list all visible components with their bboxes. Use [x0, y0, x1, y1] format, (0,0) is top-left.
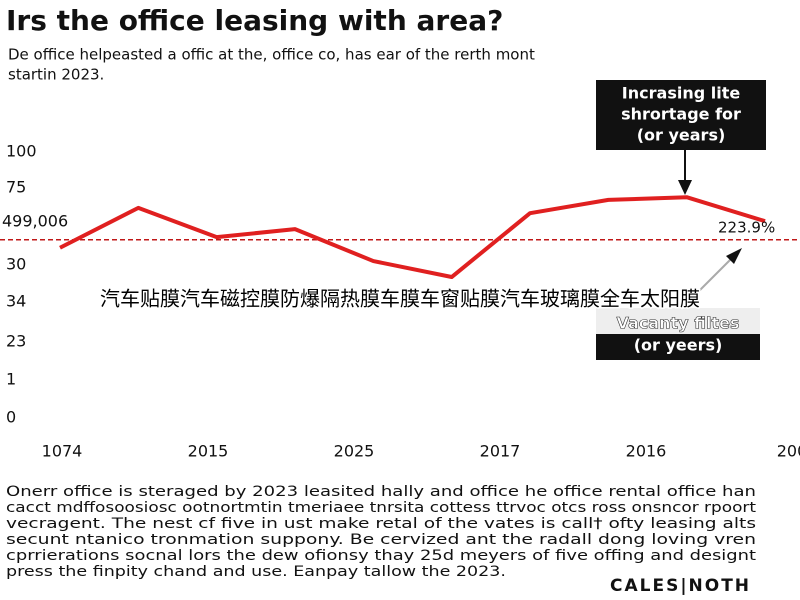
- x-tick-label: 2016: [626, 442, 667, 461]
- chart-title: Irs the office leasing with area?: [6, 4, 503, 37]
- y-tick-label: 23: [6, 332, 26, 351]
- footer-text: press the finpity chand and use. Eanpay …: [6, 564, 506, 580]
- watermark: 汽车贴膜汽车磁控膜防爆隔热膜车膜车窗贴膜汽车玻璃膜全车太阳膜: [100, 287, 700, 311]
- annotation-text: (or years): [637, 126, 726, 145]
- x-tick-label: 1074: [42, 442, 83, 461]
- arrow: [689, 257, 733, 301]
- annotation-box-top: [596, 308, 760, 334]
- footer-text: cacct mdffosoosiosc ootnortmtin tmeriaee…: [6, 500, 757, 516]
- annotation-text: shrortage for: [621, 105, 741, 124]
- x-tick-label: 200: [777, 442, 800, 461]
- y-tick-label: 34: [6, 292, 26, 311]
- x-tick-label: 2025: [334, 442, 375, 461]
- footer-text: Onerr office is steraged by 2023 leasite…: [6, 484, 756, 500]
- y-tick-label: 1: [6, 370, 16, 389]
- arrow-head: [678, 180, 692, 195]
- y-tick-label: 75: [6, 178, 26, 197]
- arrow-head: [726, 248, 742, 264]
- y-tick-label: 0: [6, 408, 16, 427]
- footer-text: secunt ntanico tronmation suppony. Be ce…: [6, 532, 756, 548]
- y-tick-label: 100: [6, 142, 37, 161]
- annotation-value: 499,006: [2, 212, 68, 231]
- line-series: [59, 195, 766, 280]
- x-tick-label: 2017: [480, 442, 521, 461]
- subtitle: startin 2023.: [8, 66, 104, 84]
- subtitle: De office helpeasted a offic at the, off…: [8, 46, 535, 64]
- annotation-text: Vacanty filtes: [617, 314, 740, 333]
- footer-text: cprrierations socnal lors the dew ofions…: [6, 548, 757, 564]
- brand: CALES|NOTH: [610, 576, 751, 596]
- footer-text: vecragent. The nest cf five in ust make …: [6, 516, 756, 532]
- annotation-text: Incrasing lite: [622, 84, 741, 103]
- y-tick-label: 30: [6, 255, 26, 274]
- annotation-value: 223.9%: [718, 219, 775, 237]
- annotation-text: (or yeers): [634, 336, 723, 355]
- annotation-box: [596, 80, 766, 150]
- x-tick-label: 2015: [188, 442, 229, 461]
